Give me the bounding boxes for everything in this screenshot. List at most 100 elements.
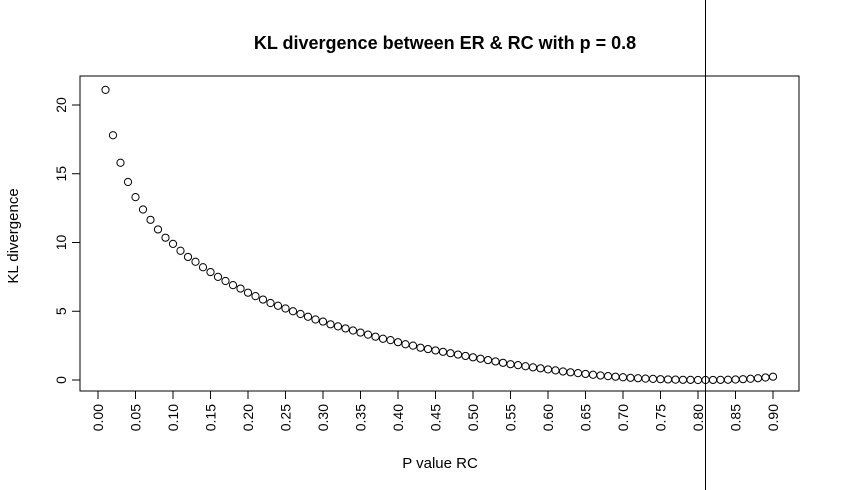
data-point [438, 347, 448, 356]
data-point [221, 276, 230, 286]
data-point [296, 309, 305, 319]
data-point [341, 324, 350, 333]
data-point [371, 332, 380, 341]
data-point [273, 301, 283, 310]
data-point [123, 177, 133, 187]
data-point [138, 205, 148, 214]
x-tick-label: 0.60 [540, 404, 556, 431]
x-tick-label: 0.45 [428, 404, 444, 431]
x-tick-label: 0.90 [765, 404, 781, 431]
data-point [303, 312, 313, 321]
x-tick-label: 0.75 [653, 404, 669, 431]
data-point [731, 375, 740, 384]
data-point [108, 131, 118, 140]
data-point [611, 372, 620, 381]
x-tick-label: 0.00 [90, 404, 106, 431]
data-point [198, 263, 208, 272]
data-point [521, 362, 530, 371]
x-tick-label: 0.70 [615, 404, 631, 431]
data-point [476, 354, 485, 363]
y-tick-label: 10 [53, 235, 69, 251]
data-point [446, 349, 455, 358]
data-point [528, 363, 538, 372]
y-axis: 0 5 10 15 20 [53, 97, 81, 384]
data-point [311, 315, 320, 324]
data-point [326, 320, 335, 329]
data-point [288, 307, 298, 316]
chart-title: KL divergence between ER & RC with p = 0… [254, 33, 636, 53]
data-point [101, 85, 110, 94]
data-point [491, 357, 500, 366]
x-tick-label: 0.55 [503, 404, 519, 431]
data-point [656, 375, 665, 384]
data-point [513, 361, 523, 370]
plot-frame [79, 75, 800, 392]
y-axis-label: KL divergence [5, 188, 22, 283]
data-point [191, 257, 200, 266]
data-point [116, 158, 125, 167]
x-tick-label: 0.05 [128, 404, 144, 431]
data-point [348, 326, 358, 335]
data-point [588, 370, 598, 379]
y-tick-label: 15 [53, 166, 69, 182]
data-point [161, 233, 170, 242]
data-point [633, 374, 643, 383]
data-point [723, 375, 733, 384]
data-point [596, 371, 605, 380]
data-point [243, 288, 253, 297]
x-tick-label: 0.15 [203, 404, 219, 431]
data-point [431, 346, 440, 355]
x-tick-label: 0.25 [278, 404, 294, 431]
data-point [761, 373, 770, 382]
x-tick-label: 0.80 [690, 404, 706, 431]
data-point [708, 375, 718, 385]
x-tick-label: 0.65 [578, 404, 594, 431]
data-point [386, 336, 395, 345]
data-point [678, 375, 688, 384]
data-point [423, 344, 433, 354]
data-point [716, 375, 725, 384]
data-point [131, 193, 140, 202]
data-point [498, 358, 508, 367]
data-point [251, 292, 260, 301]
data-point [618, 373, 628, 382]
data-point [558, 367, 568, 376]
data-point [461, 351, 470, 361]
data-point [603, 372, 613, 381]
data-point [753, 374, 763, 383]
data-point [768, 372, 778, 381]
x-tick-label: 0.10 [165, 404, 181, 431]
data-point [573, 369, 583, 378]
data-point [266, 298, 275, 308]
x-tick-label: 0.20 [240, 404, 256, 431]
x-axis: 0.00 0.05 0.10 0.15 0.20 0.25 0.30 0.35 0.40 0.45… [90, 390, 781, 431]
data-point [356, 328, 365, 337]
data-point [626, 373, 635, 382]
data-point [408, 341, 418, 350]
data-point [483, 355, 493, 365]
data-point [686, 375, 695, 384]
data-point [401, 340, 410, 349]
x-tick-label: 0.85 [728, 404, 744, 431]
data-point [363, 330, 373, 339]
y-tick-label: 5 [53, 307, 69, 315]
data-point [566, 368, 575, 377]
data-point [536, 364, 545, 373]
data-point [281, 304, 290, 313]
data-point [581, 369, 590, 379]
data-point [393, 338, 403, 347]
data-point [543, 365, 553, 374]
data-point [738, 375, 748, 384]
x-axis-label: P value RC [402, 455, 478, 472]
data-point [671, 375, 680, 384]
data-point [228, 281, 238, 290]
x-tick-label: 0.40 [390, 404, 406, 431]
data-points [101, 85, 778, 385]
x-tick-label: 0.35 [353, 404, 369, 431]
data-point [693, 375, 703, 385]
data-point [416, 343, 425, 352]
data-point [551, 366, 560, 375]
data-point [258, 295, 268, 304]
data-point [641, 374, 650, 383]
